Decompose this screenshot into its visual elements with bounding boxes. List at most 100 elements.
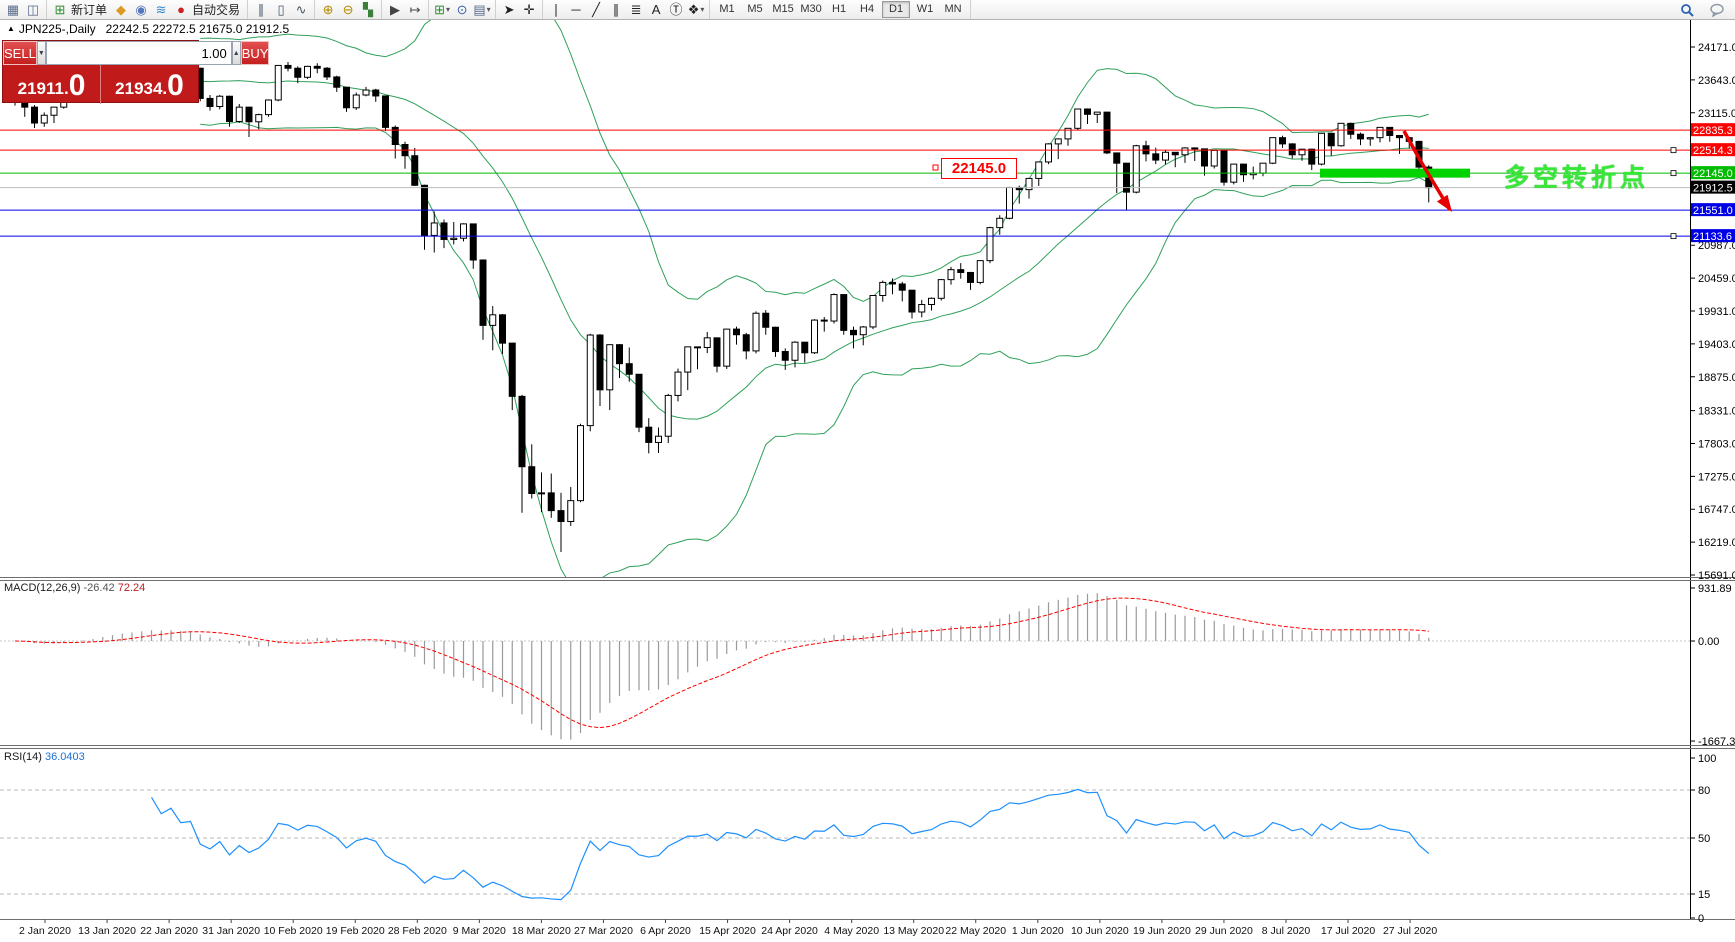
symbol-title: JPN225-,Daily — [18, 22, 96, 36]
template-icon[interactable]: ▤ ▾ — [473, 2, 491, 17]
date-axis-label: 10 Feb 2020 — [264, 925, 323, 937]
rsi-label: RSI(14) 36.0403 — [4, 751, 85, 763]
volume-increase-button[interactable]: ▲ — [231, 41, 241, 65]
date-axis-label: 17 Jul 2020 — [1321, 925, 1375, 937]
price-axis-tick: 18331.0 — [1698, 406, 1735, 418]
timeframe-D1[interactable]: D1 — [882, 1, 911, 18]
charts-window-icon[interactable]: ▦ — [6, 2, 20, 17]
price-axis-tick: 23643.0 — [1698, 75, 1735, 87]
tile-windows-icon[interactable]: ▚ — [363, 2, 374, 17]
date-axis-label: 13 Jan 2020 — [78, 925, 136, 937]
new-order-label[interactable]: 新订单 — [71, 3, 108, 17]
zoom-out-icon[interactable]: ⊖ — [342, 2, 354, 17]
rsi-axis-tick: 50 — [1698, 833, 1710, 845]
date-axis-label: 27 Jul 2020 — [1383, 925, 1437, 937]
line-chart-icon[interactable]: ∿ — [295, 2, 307, 17]
trendline-icon[interactable]: ╱ — [592, 2, 600, 17]
price-tag — [1691, 143, 1735, 157]
rsi-axis-tick: 80 — [1698, 785, 1710, 797]
period-clock-icon[interactable]: ⊙ — [456, 2, 468, 17]
date-axis-label: 8 Jul 2020 — [1262, 925, 1311, 937]
price-axis-tick: 20987.0 — [1698, 240, 1735, 252]
arrows-icon[interactable]: ❖ ▾ — [687, 2, 705, 17]
autotrading-icon[interactable]: ● — [177, 2, 185, 17]
new-order-icon[interactable]: ⊞ — [54, 2, 66, 17]
buy-button[interactable]: BUY — [240, 41, 270, 65]
chart-shift-icon[interactable]: ↦ — [409, 2, 421, 17]
chat-icon[interactable] — [1707, 1, 1727, 18]
one-click-trading-panel: SELL ▼ ▲ BUY 21911.0 21934.0 — [2, 40, 270, 104]
timeframe-M1[interactable]: M1 — [719, 3, 735, 15]
price-axis-tick: 19931.0 — [1698, 306, 1735, 318]
auto-scroll-icon[interactable]: ▶ — [390, 2, 401, 17]
date-axis-label: 6 Apr 2020 — [640, 925, 691, 937]
highlight-bar[interactable] — [1320, 168, 1470, 178]
zoom-in-icon[interactable]: ⊕ — [322, 2, 334, 17]
date-axis-label: 1 Jun 2020 — [1012, 925, 1064, 937]
turning-point-annotation[interactable]: 多空转折点 — [1504, 164, 1650, 192]
timeframe-H4[interactable]: H4 — [860, 3, 875, 15]
sell-button[interactable]: SELL — [3, 41, 37, 65]
timeframe-M5[interactable]: M5 — [747, 3, 763, 15]
timeframe-W1[interactable]: W1 — [916, 3, 934, 15]
svg-text:22514.3: 22514.3 — [1693, 145, 1733, 157]
price-level-note[interactable]: 22145.0 — [941, 158, 1017, 179]
sell-price[interactable]: 21911. 0 — [3, 65, 100, 104]
date-axis-label: 22 Jan 2020 — [140, 925, 198, 937]
cursor-icon[interactable]: ➤ — [503, 2, 515, 17]
fibonacci-icon[interactable]: ≣ — [630, 2, 642, 17]
vertical-line-icon[interactable]: ∣ — [552, 2, 560, 17]
toolbar-group: ➤ ✛ — [496, 0, 544, 19]
candlestick-series — [11, 50, 1433, 553]
toolbar-group: ▶ ↦ — [382, 0, 430, 19]
timeframe-M15[interactable]: M15 — [772, 3, 794, 15]
date-axis-label: 10 Jun 2020 — [1071, 925, 1129, 937]
candlestick-chart-icon[interactable]: ▯ — [277, 2, 285, 17]
price-axis-tick: 16747.0 — [1698, 504, 1735, 516]
note-handle[interactable] — [932, 164, 939, 171]
bar-chart-icon[interactable]: ∥ — [257, 2, 265, 17]
timeframe-toolbar: M1 M5 M15 M30 H1 H4 D1 W1 MN — [710, 0, 972, 19]
buy-price-main: 21934. — [115, 79, 168, 98]
volume-decrease-button[interactable]: ▼ — [36, 41, 46, 65]
toolbar-group: ⊕ ⊖ ▚ — [315, 0, 383, 19]
volume-input[interactable] — [45, 41, 232, 65]
date-axis-label: 2 Jan 2020 — [19, 925, 71, 937]
styler-icon[interactable]: ◆ — [116, 2, 127, 17]
timeframe-M30[interactable]: M30 — [800, 3, 822, 15]
crosshair-icon[interactable]: ✛ — [523, 2, 535, 17]
line-handle[interactable] — [1670, 233, 1677, 240]
search-icon[interactable] — [1677, 1, 1697, 18]
channel-icon[interactable]: ∥ — [612, 2, 620, 17]
price-axis-tick: 17275.0 — [1698, 471, 1735, 483]
text-icon[interactable]: A — [651, 2, 661, 17]
new-chart-icon[interactable]: ⊞ ▾ — [434, 2, 450, 17]
autotrading-label[interactable]: 自动交易 — [192, 3, 241, 17]
line-handle[interactable] — [1670, 170, 1677, 177]
expert-advisors-icon[interactable]: ◉ — [135, 2, 147, 17]
timeframe-H1[interactable]: H1 — [832, 3, 847, 15]
date-axis-label: 22 May 2020 — [945, 925, 1006, 937]
bollinger-bands — [200, 20, 1429, 577]
rsi-axis-tick: 100 — [1698, 753, 1716, 765]
data-window-icon[interactable]: ◫ — [26, 2, 40, 17]
sell-price-pip: 0 — [68, 69, 86, 102]
date-axis-label: 9 Mar 2020 — [453, 925, 506, 937]
date-axis-label: 28 Feb 2020 — [388, 925, 447, 937]
price-axis-tick: 20459.0 — [1698, 273, 1735, 285]
timeframe-MN[interactable]: MN — [944, 3, 962, 15]
price-divider — [100, 65, 101, 104]
line-handle[interactable] — [1670, 147, 1677, 154]
horizontal-line-icon[interactable]: ─ — [571, 2, 581, 17]
price-tag — [1691, 166, 1735, 180]
buy-price[interactable]: 21934. 0 — [101, 65, 198, 104]
price-tag — [1691, 180, 1735, 194]
macd-indicator — [0, 593, 1690, 740]
text-label-icon[interactable]: Ⓣ — [669, 2, 683, 17]
toolbar-group: ⊞ ▾ ⊙ ▤ ▾ — [429, 0, 497, 19]
rsi-indicator — [0, 788, 1690, 901]
signals-icon[interactable]: ≋ — [155, 2, 167, 17]
collapse-triangle-icon[interactable]: ▲ — [7, 24, 15, 33]
rsi-axis-tick: 15 — [1698, 889, 1710, 901]
